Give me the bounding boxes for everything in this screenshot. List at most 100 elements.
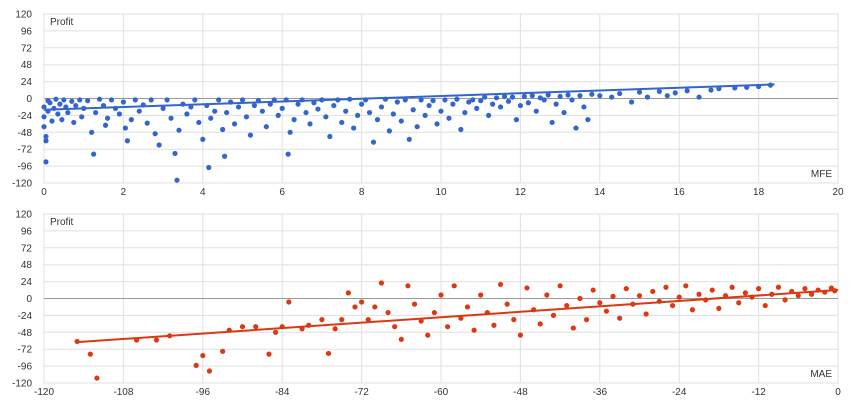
data-point (307, 121, 313, 127)
x-tick-label: 18 (753, 187, 765, 198)
y-tick-label: -48 (18, 328, 33, 339)
data-point (553, 101, 559, 107)
data-point (663, 284, 669, 290)
data-point (583, 317, 590, 323)
data-point (664, 93, 670, 99)
chart-profit-vs-mfe: 0 2 4 6 8 10 12 14 16 18 20-120-96-72-48-240244872… (12, 10, 844, 199)
data-point (291, 117, 297, 123)
y-tick-label: -72 (18, 345, 33, 356)
data-point (505, 98, 512, 104)
data-point (93, 109, 99, 116)
y-tick-label: 120 (15, 10, 32, 21)
data-point (172, 150, 178, 157)
data-point (120, 99, 126, 105)
data-point (569, 97, 575, 103)
data-point (497, 104, 504, 110)
data-point (374, 117, 381, 123)
data-point (430, 98, 436, 104)
data-point (458, 126, 464, 133)
data-point (501, 93, 508, 99)
data-point (466, 99, 472, 105)
data-point (509, 94, 516, 100)
data-point (220, 126, 226, 133)
data-point (91, 151, 97, 157)
data-point (486, 112, 492, 118)
x-tick-label: 16 (674, 187, 686, 198)
data-point (200, 136, 206, 142)
data-point (537, 321, 543, 327)
data-point (41, 104, 47, 110)
data-point (478, 98, 484, 104)
data-point (370, 139, 377, 145)
data-point (394, 99, 400, 105)
data-point (96, 96, 103, 102)
y-tick-label: 96 (21, 226, 33, 237)
data-point (235, 104, 242, 110)
data-point (285, 151, 291, 157)
data-point (79, 114, 85, 120)
y-tick-label: -24 (18, 311, 33, 322)
data-point (478, 292, 484, 298)
data-point (325, 350, 332, 357)
data-point (589, 91, 595, 97)
x-tick-label: 0 (41, 187, 47, 198)
data-point (609, 94, 615, 100)
data-point (557, 283, 563, 289)
data-point (263, 124, 269, 130)
y-tick-label: 48 (21, 60, 33, 71)
x-tick-label: 14 (594, 187, 606, 198)
data-point (61, 97, 67, 103)
data-point (49, 118, 55, 124)
data-point (59, 117, 65, 123)
data-point (398, 118, 404, 124)
trendline (43, 83, 775, 111)
data-point (378, 104, 385, 110)
data-point (644, 94, 651, 100)
data-point (200, 352, 206, 359)
data-point (148, 97, 154, 103)
data-point (410, 107, 416, 113)
data-point (216, 97, 222, 103)
data-point (537, 95, 543, 101)
data-point (672, 90, 678, 96)
x-tick-label: -36 (593, 387, 608, 398)
data-point (581, 104, 587, 110)
data-point (418, 318, 424, 324)
data-point (272, 329, 279, 335)
data-point (343, 108, 349, 114)
data-point (617, 315, 623, 321)
data-point (355, 112, 361, 118)
data-point (577, 93, 583, 99)
data-point (521, 93, 527, 99)
data-point (247, 132, 254, 138)
data-point (372, 304, 378, 310)
data-point (286, 299, 292, 305)
x-tick-label: -72 (354, 387, 369, 398)
data-point (775, 284, 782, 290)
data-point (351, 125, 357, 131)
data-point (73, 102, 79, 109)
y-tick-label: -48 (18, 128, 33, 139)
data-point (445, 324, 451, 330)
data-point (689, 307, 696, 313)
data-point (41, 124, 47, 130)
data-point (87, 351, 93, 357)
y-tick-label: 96 (21, 26, 33, 37)
data-point (153, 337, 160, 343)
data-point (709, 287, 715, 293)
x-axis-label: MFE (811, 169, 832, 180)
data-point (366, 109, 373, 116)
x-tick-label: -60 (434, 387, 449, 398)
data-point (442, 97, 448, 103)
data-point (136, 108, 142, 114)
data-point (451, 283, 457, 289)
data-point (128, 117, 134, 123)
data-point (676, 294, 682, 300)
data-point (493, 95, 500, 101)
data-point (517, 102, 524, 109)
data-point (541, 97, 547, 103)
data-point (438, 108, 444, 114)
data-point (295, 101, 301, 107)
y-tick-label: 0 (26, 94, 32, 105)
data-point (287, 129, 293, 135)
